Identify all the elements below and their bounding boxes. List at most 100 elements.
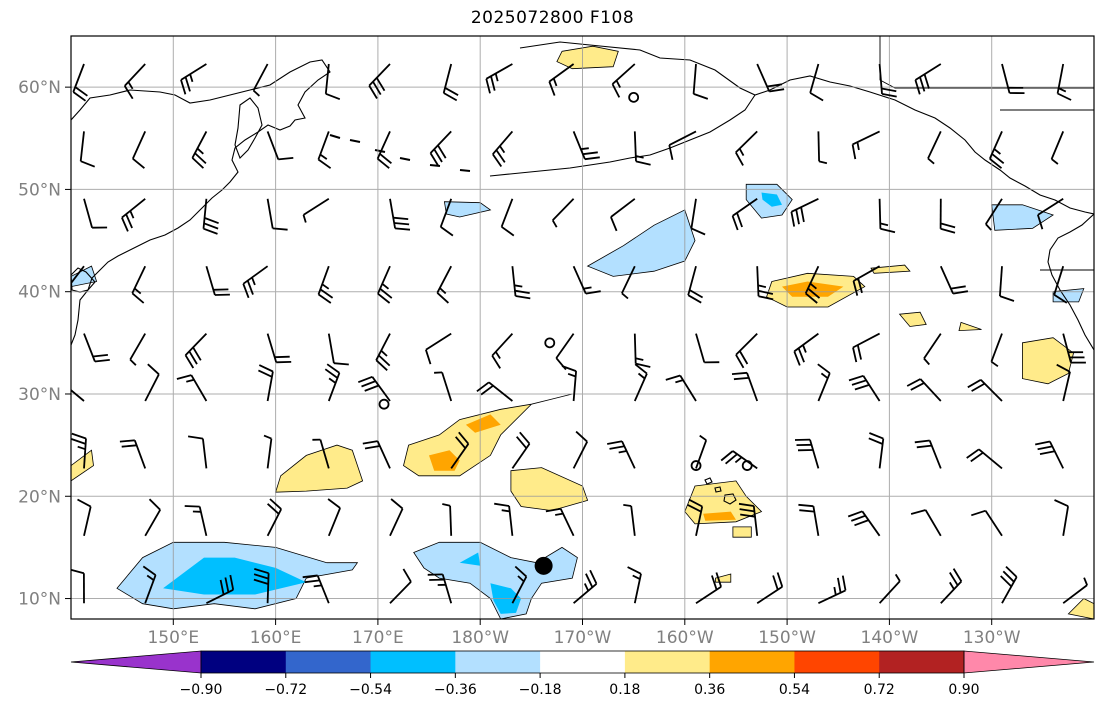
colorbar-label: 0.36 bbox=[694, 682, 725, 698]
anomaly-region bbox=[510, 467, 589, 512]
wind-barb bbox=[967, 379, 1003, 402]
wind-barb bbox=[71, 568, 85, 604]
wind-barb bbox=[129, 333, 146, 366]
wind-barb bbox=[999, 266, 1015, 302]
wind-barb bbox=[695, 434, 708, 469]
wind-barb bbox=[389, 568, 412, 604]
colorbar: −0.90 −0.72 −0.54 −0.36 −0.18 0.18 0.36 0.54 0.7… bbox=[70, 650, 1095, 698]
wind-barb bbox=[555, 333, 575, 371]
anomaly-region bbox=[163, 557, 307, 595]
wind-barb bbox=[252, 63, 269, 97]
wind-barb bbox=[442, 503, 453, 536]
wind-barb bbox=[389, 198, 411, 231]
lat-tick-label: 40°N bbox=[18, 283, 61, 303]
wind-barb bbox=[818, 575, 847, 605]
wind-barb bbox=[798, 503, 820, 536]
wind-barb bbox=[434, 371, 453, 402]
colorbar-label: 0.54 bbox=[779, 682, 810, 698]
wind-barb bbox=[263, 434, 273, 469]
wind-barb bbox=[511, 565, 528, 604]
wind-barb bbox=[939, 198, 956, 234]
wind-barb bbox=[266, 198, 288, 231]
wind-barb bbox=[442, 63, 459, 102]
wind-barb bbox=[180, 63, 207, 95]
wind-barb bbox=[500, 198, 515, 237]
wind-barb bbox=[375, 333, 391, 371]
wind-barb bbox=[357, 375, 391, 402]
wind-barb bbox=[429, 130, 452, 167]
wind-barb bbox=[914, 439, 942, 469]
anomaly-region bbox=[732, 526, 752, 538]
wind-barb bbox=[847, 510, 881, 537]
wind-barb bbox=[327, 498, 341, 537]
wind-barb bbox=[131, 265, 147, 304]
wind-barb bbox=[939, 265, 969, 295]
anomaly-region bbox=[429, 450, 460, 471]
wind-barb bbox=[852, 265, 881, 296]
wind-barb bbox=[848, 374, 881, 402]
lat-tick-label: 30°N bbox=[18, 385, 61, 405]
wind-barb bbox=[1062, 333, 1086, 364]
lon-tick-label: 180°W bbox=[451, 628, 509, 648]
wind-barb bbox=[572, 430, 589, 469]
anomaly-region bbox=[1052, 288, 1085, 303]
wind-barb bbox=[485, 63, 513, 94]
alaska-peninsula bbox=[489, 94, 756, 177]
anomaly-region bbox=[71, 265, 98, 288]
wind-barb bbox=[176, 374, 208, 402]
wind-barb bbox=[868, 432, 885, 469]
anomaly-region bbox=[898, 311, 927, 327]
open-circle-marker bbox=[690, 460, 702, 471]
wind-barb bbox=[205, 574, 235, 605]
wind-barb bbox=[852, 332, 881, 363]
wind-barb bbox=[923, 333, 942, 366]
wind-barb bbox=[77, 498, 92, 537]
colorbar-swatch bbox=[201, 651, 287, 673]
wind-barb bbox=[878, 198, 896, 234]
colorbar-frame bbox=[200, 650, 965, 674]
wind-barb bbox=[439, 198, 454, 237]
wind-barb bbox=[804, 265, 821, 304]
wind-barb bbox=[324, 63, 341, 101]
wind-barb bbox=[144, 363, 160, 402]
anomaly-region bbox=[1022, 337, 1074, 385]
wind-barb bbox=[623, 504, 636, 536]
open-circle-marker bbox=[628, 91, 640, 103]
alaska-coastline bbox=[519, 41, 1094, 215]
wind-barb bbox=[1054, 499, 1069, 536]
wind-barb bbox=[720, 450, 758, 470]
wind-barb bbox=[738, 502, 759, 536]
lon-tick-label: 140°W bbox=[861, 628, 919, 648]
wind-barb bbox=[187, 435, 208, 469]
colorbar-extend-max bbox=[963, 650, 1095, 674]
wind-barb bbox=[1001, 63, 1025, 94]
wind-barb bbox=[1053, 265, 1068, 304]
wind-barb bbox=[851, 130, 880, 160]
wind-barb bbox=[988, 131, 1005, 169]
north-america-coastline bbox=[1047, 213, 1094, 351]
aleutian-islands bbox=[329, 134, 471, 172]
wind-barb bbox=[695, 572, 722, 604]
wind-barb bbox=[817, 131, 828, 165]
wind-barb bbox=[436, 265, 452, 304]
lon-tick-label: 150°E bbox=[147, 628, 199, 648]
wind-barb bbox=[368, 63, 391, 99]
wind-barb bbox=[131, 131, 147, 169]
wind-barb bbox=[142, 565, 157, 604]
wind-barb bbox=[910, 509, 942, 537]
wind-barb bbox=[119, 439, 147, 469]
colorbar-label: 0.90 bbox=[948, 682, 979, 698]
wind-barb bbox=[266, 131, 294, 161]
colorbar-swatch bbox=[370, 651, 456, 673]
lat-tick-label: 60°N bbox=[18, 78, 61, 98]
wind-barb bbox=[242, 265, 269, 299]
wind-barb bbox=[191, 130, 208, 169]
wind-barb bbox=[79, 131, 96, 168]
wind-barb bbox=[258, 364, 274, 402]
colorbar-swatch bbox=[624, 651, 711, 673]
wind-barb bbox=[607, 440, 636, 469]
open-circle-marker bbox=[741, 460, 753, 471]
wind-barb bbox=[687, 498, 704, 536]
anomaly-region bbox=[443, 201, 492, 218]
wind-barb bbox=[731, 198, 758, 231]
